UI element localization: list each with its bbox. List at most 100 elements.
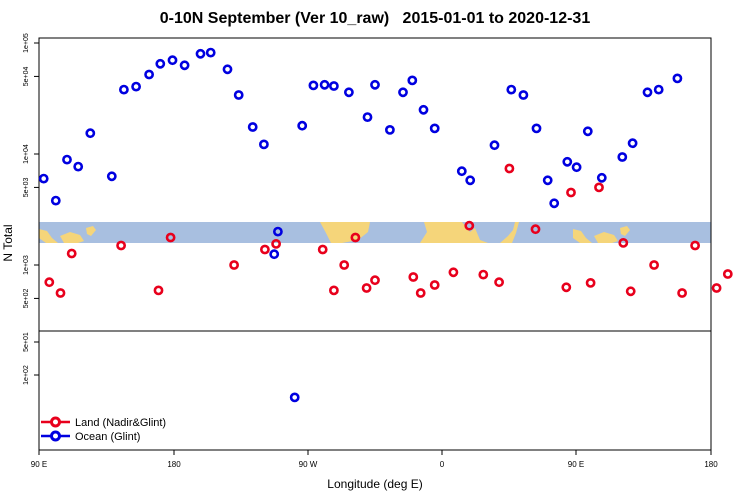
ocean-point	[50, 195, 61, 206]
legend: Land (Nadir&Glint) Ocean (Glint)	[41, 416, 166, 443]
x-tick-label: 90 E	[568, 460, 584, 469]
ocean-point	[297, 120, 308, 131]
x-tick-label: 180	[167, 460, 181, 469]
land-point	[464, 220, 475, 231]
land-point	[370, 275, 380, 286]
land-point	[625, 286, 636, 297]
ocean-point	[62, 154, 72, 165]
ocean-point	[179, 60, 190, 71]
x-tick-label: 0	[440, 460, 445, 469]
land-point	[229, 260, 239, 270]
ocean-point	[384, 124, 395, 135]
ocean-point	[562, 156, 573, 167]
land-point	[361, 283, 372, 293]
land-point	[649, 260, 659, 270]
ocean-point	[328, 81, 339, 91]
plot-frame	[38, 37, 712, 451]
ocean-point	[269, 249, 280, 260]
land-point	[408, 272, 419, 282]
land-point	[153, 285, 164, 296]
land-point	[494, 277, 504, 288]
ocean-point	[456, 166, 467, 177]
ocean-point	[582, 126, 593, 137]
ocean-point	[289, 392, 300, 403]
ocean-point	[407, 75, 418, 86]
ocean-point	[38, 173, 49, 184]
ocean-point	[222, 64, 233, 75]
land-point	[690, 240, 700, 251]
ocean-point	[131, 81, 141, 92]
ocean-point	[429, 123, 440, 134]
ocean-point	[119, 84, 129, 95]
ocean-point	[319, 79, 330, 90]
y-tick-label: 5e+01	[23, 332, 30, 352]
ocean-point	[465, 175, 476, 186]
ocean-point	[542, 175, 553, 186]
ocean-point	[596, 172, 607, 183]
y-tick-label: 5e+02	[23, 288, 30, 308]
land-point	[271, 238, 281, 249]
legend-land-label: Land (Nadir&Glint)	[75, 417, 166, 429]
land-point	[677, 288, 687, 298]
land-point	[585, 277, 596, 288]
data-points	[38, 47, 733, 403]
ocean-point	[343, 87, 354, 98]
land-point	[566, 187, 576, 198]
chart-title: 0-10N September (Ver 10_raw) 2015-01-01 …	[159, 10, 591, 27]
x-tick-label: 90 E	[31, 460, 47, 469]
land-point	[504, 163, 515, 174]
ocean-point	[205, 47, 216, 58]
x-axis: 90 E 180 90 W 0 90 E 180	[31, 450, 718, 469]
legend-ocean-label: Ocean (Glint)	[75, 431, 140, 443]
ocean-point	[549, 198, 560, 209]
land-point	[478, 269, 489, 280]
ocean-point	[627, 138, 638, 149]
y-tick-label: 1e+02	[23, 365, 30, 385]
ocean-point	[258, 139, 269, 150]
ocean-point	[653, 84, 664, 95]
ocean-point	[370, 79, 380, 90]
ocean-point	[195, 48, 206, 59]
ocean-point	[73, 161, 84, 172]
ocean-point	[233, 90, 244, 100]
land-point	[259, 244, 270, 255]
ocean-point	[155, 58, 166, 69]
ocean-point	[247, 122, 258, 132]
x-tick-label: 180	[704, 460, 718, 469]
land-point	[448, 267, 459, 278]
ocean-point	[106, 171, 117, 182]
ocean-point	[489, 140, 500, 151]
land-point	[711, 283, 722, 293]
land-point	[165, 232, 176, 243]
y-axis: 1e+05 5e+04 1e+04 5e+03 1e+03 5e+02 1e+02 5e+01	[23, 33, 39, 385]
y-tick-label: 1e+05	[23, 33, 30, 53]
land-point	[594, 182, 604, 193]
land-point	[618, 237, 629, 248]
land-point	[429, 280, 440, 290]
land-point	[44, 277, 55, 288]
ocean-point	[531, 123, 542, 134]
x-axis-label: Longitude (deg E)	[327, 477, 423, 491]
land-point	[339, 260, 350, 270]
land-point	[530, 224, 541, 235]
land-point	[561, 282, 572, 293]
land-point	[317, 244, 328, 255]
ocean-point	[571, 162, 582, 173]
ocean-point	[672, 73, 683, 84]
land-point	[116, 240, 126, 251]
ocean-point	[362, 112, 373, 122]
x-tick-label: 90 W	[299, 460, 318, 469]
ocean-point	[144, 69, 154, 80]
latitude-band	[39, 222, 711, 243]
ocean-point	[272, 226, 283, 237]
y-tick-label: 5e+03	[23, 177, 30, 197]
y-tick-label: 1e+04	[23, 144, 30, 164]
ocean-point	[308, 80, 319, 91]
ocean-point	[167, 55, 178, 66]
y-tick-label: 1e+03	[23, 255, 30, 275]
ocean-point	[418, 104, 429, 115]
ocean-point	[398, 87, 408, 98]
ocean-point	[506, 84, 517, 95]
